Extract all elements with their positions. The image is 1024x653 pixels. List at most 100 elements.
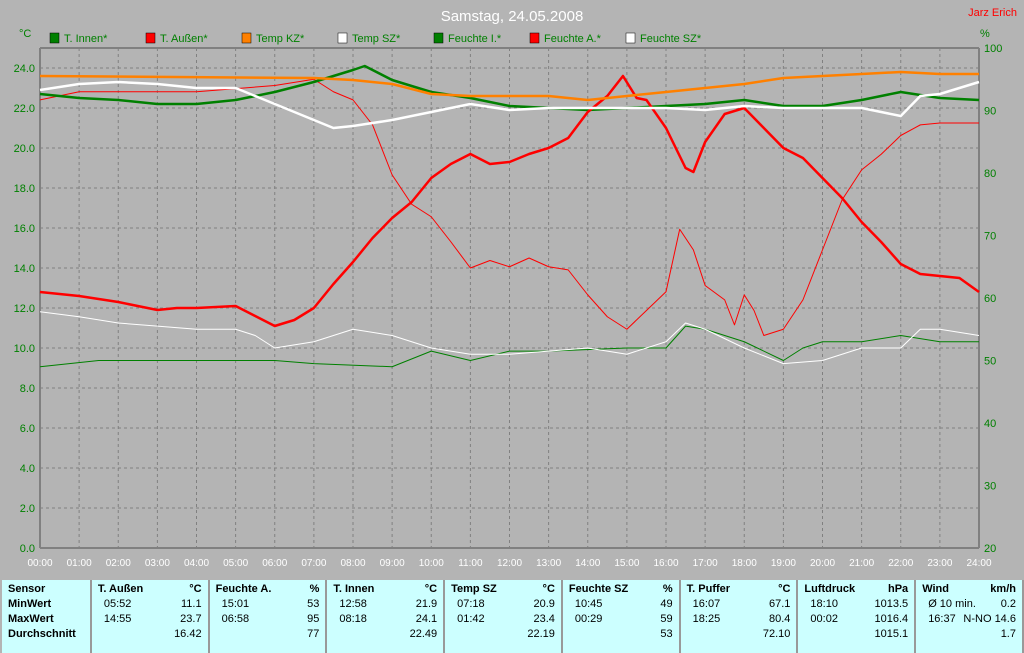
avg-row: 1.7	[922, 627, 1016, 642]
table-column: Temp SZ °C 07:18 20.9 01:42 23.4 22.19	[445, 580, 563, 653]
column-name: Feuchte A.	[215, 583, 272, 595]
x-tick-label: 08:00	[340, 558, 365, 569]
x-tick-label: 21:00	[849, 558, 874, 569]
avg-row: 16.42	[98, 627, 202, 642]
max-value: 59	[660, 613, 673, 625]
table-column: Feuchte SZ% 10:45 49 00:29 59 53	[563, 580, 681, 653]
min-time: 05:52	[103, 598, 132, 610]
min-value: 21.9	[415, 598, 438, 610]
x-tick-label: 10:00	[419, 558, 444, 569]
avg-value: 53	[660, 628, 673, 640]
legend-label: Feuchte A.*	[544, 33, 602, 45]
legend-swatch	[433, 32, 444, 44]
y-tick-label-right: 80	[984, 168, 996, 180]
y-tick-label-left: 18.0	[14, 183, 35, 195]
min-row: 07:18 20.9	[451, 597, 555, 612]
table-column: Wind km/h Ø 10 min. 0.2 16:37 N-NO 14.6 1.7	[916, 580, 1024, 653]
x-tick-label: 05:00	[223, 558, 248, 569]
legend-label: Feuchte I.*	[448, 33, 502, 45]
y-tick-label-right: 60	[984, 293, 996, 305]
min-time: 16:07	[692, 598, 721, 610]
y-tick-label-right: 90	[984, 106, 996, 118]
x-tick-label: 04:00	[184, 558, 209, 569]
column-header: T. Innen °C	[333, 582, 437, 597]
y-tick-label-left: 2.0	[20, 503, 35, 515]
y-tick-label-right: 100	[984, 43, 1002, 55]
row-labels-column: Sensor MinWert MaxWert Durchschnitt	[2, 580, 92, 653]
legend-label: Temp SZ*	[352, 33, 401, 45]
legend-swatch	[241, 32, 252, 44]
column-name: Wind	[922, 583, 949, 595]
min-row: 18:10 1013.5	[804, 597, 908, 612]
avg-value: 22.19	[527, 628, 555, 640]
x-tick-label: 07:00	[301, 558, 326, 569]
row-label: MinWert	[8, 598, 52, 610]
y-tick-label-left: 0.0	[20, 543, 35, 555]
max-row: 08:18 24.1	[333, 612, 437, 627]
max-time: 00:29	[574, 613, 603, 625]
weather-chart: Samstag, 24.05.2008 Jarz Erich °C % T. Innen…	[14, 7, 1017, 569]
column-unit: °C	[189, 583, 202, 595]
column-header: Wind km/h	[922, 582, 1016, 597]
avg-row: 22.49	[333, 627, 438, 642]
min-value: 1013.5	[874, 598, 909, 610]
max-value: 95	[307, 613, 320, 625]
x-tick-label: 22:00	[888, 558, 913, 569]
series-line-feuchte-i-	[39, 325, 979, 368]
y-tick-label-right: 50	[984, 356, 996, 368]
column-header: T. Außen °C	[98, 582, 202, 597]
min-row: 12:58 21.9	[333, 597, 437, 612]
min-time: 18:10	[810, 598, 838, 610]
avg-row: 72.10	[687, 627, 791, 642]
table-column: Feuchte A.% 15:01 53 06:58 95 77	[210, 580, 328, 653]
column-unit: km/h	[990, 583, 1016, 595]
column-name: Luftdruck	[804, 583, 856, 595]
min-value: 0.2	[1000, 598, 1016, 610]
x-tick-label: 14:00	[575, 558, 600, 569]
column-unit: %	[309, 583, 320, 595]
x-tick-label: 18:00	[732, 558, 757, 569]
column-unit: hPa	[888, 583, 909, 595]
column-unit: °C	[424, 583, 438, 595]
table-column: Luftdruck hPa 18:10 1013.5 00:02 1016.4 1015.1	[798, 580, 917, 653]
column-name: T. Innen	[333, 583, 375, 595]
table-column: T. Außen °C 05:52 11.1 14:55 23.7 16.42	[92, 580, 210, 653]
min-time: 10:45	[574, 598, 603, 610]
max-value: 23.4	[533, 613, 555, 625]
x-tick-label: 15:00	[614, 558, 639, 569]
avg-row: 53	[569, 627, 673, 642]
legend-swatch	[625, 32, 636, 44]
min-row: 16:07 67.1	[687, 597, 791, 612]
legend-label: Feuchte SZ*	[640, 33, 702, 45]
y-tick-label-left: 10.0	[14, 343, 35, 355]
x-tick-label: 20:00	[810, 558, 835, 569]
avg-row: 77	[216, 627, 319, 642]
max-row: 06:58 95	[216, 612, 320, 627]
max-value: 1016.4	[874, 613, 909, 625]
table-column: T. Innen °C 12:58 21.9 08:18 24.1 22.49	[327, 580, 446, 653]
x-tick-label: 13:00	[536, 558, 561, 569]
column-header: Feuchte SZ%	[569, 582, 673, 597]
min-value: 11.1	[181, 598, 202, 610]
x-tick-label: 17:00	[693, 558, 718, 569]
statistics-table: Sensor MinWert MaxWert Durchschnitt T. Außen…	[0, 580, 1024, 653]
max-time: 01:42	[457, 613, 485, 625]
min-row: 10:45 49	[569, 597, 673, 612]
y-tick-label-left: 20.0	[14, 143, 35, 155]
max-row: 01:42 23.4	[451, 612, 555, 627]
min-time: 12:58	[339, 598, 367, 610]
max-row: 14:55 23.7	[98, 612, 202, 627]
legend-label: T. Innen*	[64, 33, 108, 45]
series-line-feuchte-sz-	[39, 311, 980, 365]
max-time: 16:37	[928, 613, 956, 625]
table-column: T. Puffer °C 16:07 67.1 18:25 80.4 72.10	[681, 580, 799, 653]
y-tick-label-left: 24.0	[14, 63, 35, 75]
max-row: 16:37 N-NO 14.6	[922, 612, 1016, 627]
column-name: Temp SZ	[451, 583, 497, 595]
max-value: 24.1	[415, 613, 438, 625]
max-row: 00:29 59	[569, 612, 673, 627]
avg-value: 1015.1	[874, 628, 909, 640]
min-time: Ø 10 min.	[928, 598, 976, 610]
y-tick-label-left: 16.0	[14, 223, 35, 235]
avg-value: 1.7	[1000, 628, 1016, 640]
